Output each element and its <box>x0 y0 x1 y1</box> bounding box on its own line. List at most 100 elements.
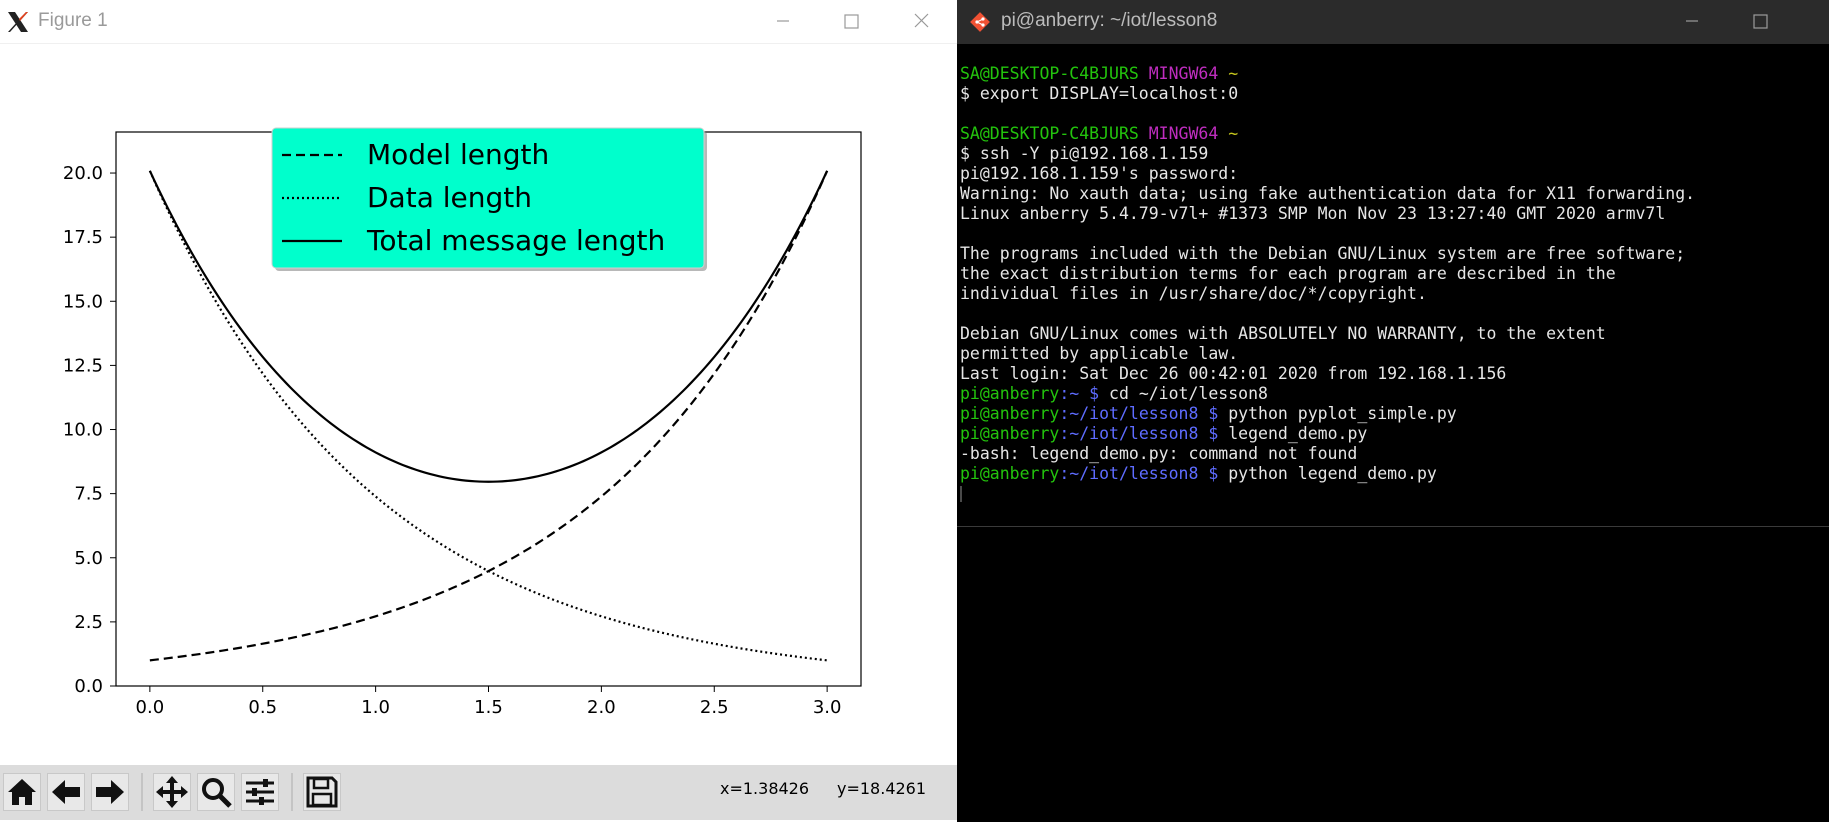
terminal-text-segment: MINGW64 <box>1148 64 1229 83</box>
toolbar-separator <box>291 773 293 811</box>
terminal-line: $ ssh -Y pi@192.168.1.159 <box>960 144 1828 164</box>
save-button[interactable] <box>303 773 341 811</box>
y-tick-label: 7.5 <box>74 484 103 505</box>
terminal-line <box>960 104 1828 124</box>
terminal-line: pi@anberry:~/iot/lesson8 $ python pyplot… <box>960 404 1828 424</box>
terminal-line <box>960 224 1828 244</box>
x-tick-label: 2.0 <box>587 697 616 718</box>
terminal-text-segment: cd ~/iot/lesson8 <box>1109 384 1268 403</box>
navigation-toolbar: x=1.38426 y=18.4261 <box>0 765 957 820</box>
terminal-window-title: pi@anberry: ~/iot/lesson8 <box>1001 10 1218 31</box>
forward-arrow-icon <box>96 780 124 804</box>
terminal-line: pi@anberry:~ $ cd ~/iot/lesson8 <box>960 384 1828 404</box>
terminal-text-segment: pi@192.168.1.159's password: <box>960 164 1239 183</box>
y-tick-label: 2.5 <box>74 612 103 633</box>
terminal-text-segment: ~ <box>1228 124 1239 143</box>
terminal-line: individual files in /usr/share/doc/*/cop… <box>960 284 1828 304</box>
back-button[interactable] <box>47 773 85 811</box>
y-tick-label: 12.5 <box>63 355 103 376</box>
configure-subplots-button[interactable] <box>241 773 279 811</box>
pan-move-icon <box>156 776 188 808</box>
home-button[interactable] <box>3 773 41 811</box>
terminal-window: pi@anberry: ~/iot/lesson8 SA@DESKTOP-C4B… <box>957 0 1829 822</box>
terminal-text-segment: :~/iot/lesson8 $ <box>1059 464 1229 483</box>
terminal-text-segment: MINGW64 <box>1148 124 1229 143</box>
terminal-text-segment: pi@anberry <box>960 404 1060 423</box>
figure-window: Figure 1 0.0 0.5 1.0 1.5 2.0 2.5 3.0 0.0 2.5 5.0 7… <box>0 0 957 822</box>
terminal-maximize-button[interactable] <box>1745 8 1775 34</box>
y-tick-label: 17.5 <box>63 227 103 248</box>
close-icon <box>914 13 929 28</box>
zoom-button[interactable] <box>197 773 235 811</box>
x-tick-label: 3.0 <box>813 697 842 718</box>
terminal-text-segment: :~/iot/lesson8 $ <box>1059 404 1229 423</box>
home-icon <box>8 779 36 805</box>
terminal-text-segment: individual files in /usr/share/doc/*/cop… <box>960 284 1427 303</box>
back-arrow-icon <box>52 780 80 804</box>
legend-box <box>271 127 705 269</box>
terminal-text-segment: Last login: Sat Dec 26 00:42:01 2020 fro… <box>960 364 1507 383</box>
terminal-line: $ export DISPLAY=localhost:0 <box>960 84 1828 104</box>
x-tick-label: 1.5 <box>474 697 503 718</box>
terminal-text-segment: Debian GNU/Linux comes with ABSOLUTELY N… <box>960 324 1606 343</box>
terminal-text-segment: The programs included with the Debian GN… <box>960 244 1686 263</box>
toolbar-separator <box>141 773 143 811</box>
terminal-output[interactable]: SA@DESKTOP-C4BJURS MINGW64 ~ $ export DIS… <box>960 64 1828 504</box>
x-tick-label: 2.5 <box>700 697 729 718</box>
pan-button[interactable] <box>153 773 191 811</box>
terminal-line: -bash: legend_demo.py: command not found <box>960 444 1828 464</box>
terminal-cursor-line <box>960 484 1828 504</box>
git-bash-logo-icon <box>970 12 990 32</box>
terminal-minimize-button[interactable] <box>1677 8 1707 34</box>
x-tick-label: 0.0 <box>136 697 165 718</box>
terminal-line: Linux anberry 5.4.79-v7l+ #1373 SMP Mon … <box>960 204 1828 224</box>
terminal-text-segment: SA@DESKTOP-C4BJURS <box>960 124 1149 143</box>
forward-button[interactable] <box>91 773 129 811</box>
y-tick-label: 5.0 <box>74 548 103 569</box>
minimize-icon <box>777 20 789 22</box>
x11-logo-icon <box>8 12 28 32</box>
terminal-text-segment: ~ <box>1228 64 1239 83</box>
terminal-titlebar[interactable]: pi@anberry: ~/iot/lesson8 <box>957 0 1829 44</box>
terminal-text-segment: legend_demo.py <box>1228 424 1368 443</box>
terminal-text-segment: Warning: No xauth data; using fake authe… <box>960 184 1696 203</box>
terminal-cursor <box>960 486 962 502</box>
terminal-line: permitted by applicable law. <box>960 344 1828 364</box>
terminal-text-segment: pi@anberry <box>960 424 1060 443</box>
x-tick-label: 0.5 <box>248 697 277 718</box>
terminal-text-segment: :~ $ <box>1059 384 1110 403</box>
maximize-button[interactable] <box>836 8 866 34</box>
legend-entry-label: Total message length <box>366 224 665 257</box>
y-tick-label: 20.0 <box>63 163 103 184</box>
terminal-line: pi@anberry:~/iot/lesson8 $ python legend… <box>960 464 1828 484</box>
configure-subplots-icon <box>246 779 274 805</box>
series-line-2 <box>148 170 828 662</box>
x-tick-label: 1.0 <box>361 697 390 718</box>
terminal-text-segment: permitted by applicable law. <box>960 344 1239 363</box>
maximize-icon <box>844 14 859 29</box>
figure-window-title: Figure 1 <box>38 10 108 31</box>
minimize-button[interactable] <box>768 8 798 34</box>
x-coordinate-readout: x=1.38426 <box>720 779 810 798</box>
legend-entry-label: Data length <box>367 181 532 214</box>
terminal-line: pi@192.168.1.159's password: <box>960 164 1828 184</box>
zoom-magnifier-icon <box>202 778 232 808</box>
terminal-text-segment: python legend_demo.py <box>1228 464 1437 483</box>
terminal-line: Warning: No xauth data; using fake authe… <box>960 184 1828 204</box>
terminal-text-segment: pi@anberry <box>960 384 1060 403</box>
plot-canvas[interactable]: 0.0 0.5 1.0 1.5 2.0 2.5 3.0 0.0 2.5 5.0 7.5 10.0 12.… <box>0 45 957 765</box>
figure-titlebar[interactable]: Figure 1 <box>0 0 957 44</box>
y-tick-label: 0.0 <box>74 676 103 697</box>
terminal-text-segment: SA@DESKTOP-C4BJURS <box>960 64 1149 83</box>
series-line-3 <box>148 170 829 483</box>
y-tick-label: 10.0 <box>63 420 103 441</box>
minimize-icon <box>1686 20 1698 22</box>
y-coordinate-readout: y=18.4261 <box>837 779 927 798</box>
terminal-line: the exact distribution terms for each pr… <box>960 264 1828 284</box>
terminal-text-segment: :~/iot/lesson8 $ <box>1059 424 1229 443</box>
terminal-line: SA@DESKTOP-C4BJURS MINGW64 ~ <box>960 124 1828 144</box>
terminal-text-segment: the exact distribution terms for each pr… <box>960 264 1616 283</box>
legend-entry-label: Model length <box>367 138 549 171</box>
y-tick-label: 15.0 <box>63 291 103 312</box>
close-button[interactable] <box>906 8 936 34</box>
